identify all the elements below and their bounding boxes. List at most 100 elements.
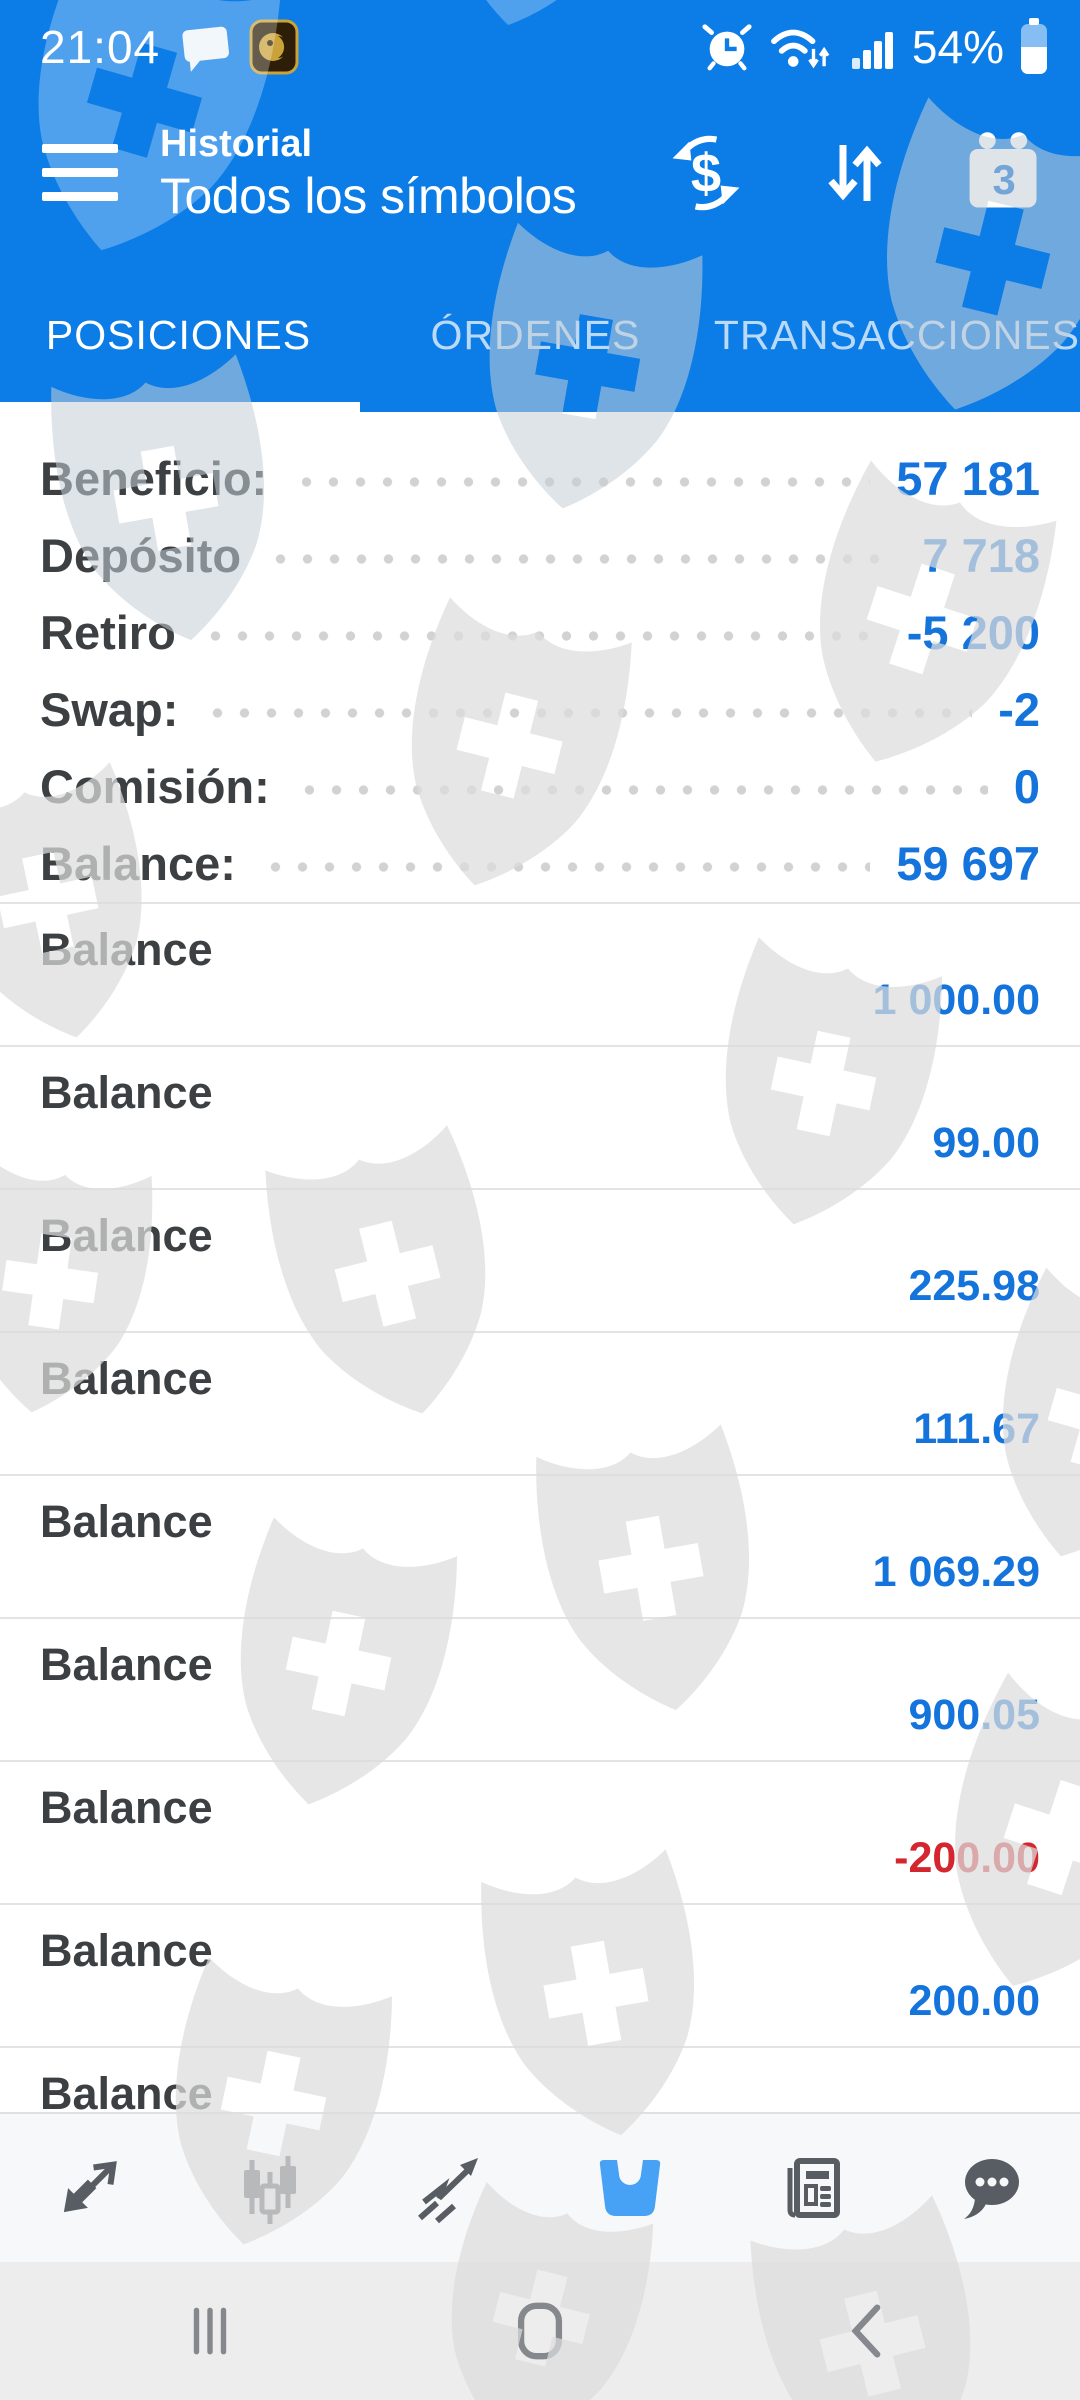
dotted-leader — [204, 707, 973, 718]
quotes-toolbar-button[interactable] — [0, 2114, 180, 2262]
transaction-row[interactable]: Balance — [0, 2048, 1080, 2112]
charts-toolbar-button[interactable] — [180, 2114, 360, 2262]
svg-text:$: $ — [691, 143, 721, 204]
battery-percent-text: 54% — [911, 21, 1004, 73]
tab-órdenes[interactable]: ÓRDENES — [357, 258, 714, 412]
app-bar-actions: $ 3 — [658, 125, 1050, 221]
calendar-button[interactable]: 3 — [954, 125, 1050, 221]
message-notification-icon — [182, 26, 230, 72]
summary-label: Retiro — [40, 606, 176, 659]
summary-section: Beneficio: 57 181 Depósito 7 718 Retiro … — [0, 412, 1080, 904]
trade-toolbar-button[interactable] — [360, 2114, 540, 2262]
dotted-leader — [295, 784, 988, 795]
battery-icon — [1021, 18, 1047, 74]
wifi-icon — [770, 29, 830, 69]
tab-label: POSICIONES — [45, 311, 312, 358]
tab-bar: POSICIONES ÓRDENES TRANSACCIONES — [0, 258, 1080, 412]
home-button[interactable] — [485, 2276, 595, 2386]
quotes-icon — [63, 2161, 117, 2213]
summary-row: Retiro -5 200 — [40, 594, 1040, 671]
summary-row: Comisión: 0 — [40, 748, 1040, 825]
transaction-row[interactable]: Balance 111.67 — [0, 1333, 1080, 1476]
summary-label: Beneficio: — [40, 452, 268, 505]
summary-value: 57 181 — [896, 452, 1040, 505]
dotted-leader — [267, 553, 897, 564]
tab-posiciones[interactable]: POSICIONES — [0, 258, 357, 412]
dotted-leader — [201, 630, 881, 641]
title-block: Historial Todos los símbolos — [160, 123, 577, 224]
symbol-filter-label: Todos los símbolos — [160, 168, 577, 224]
tab-transacciones[interactable]: TRANSACCIONES — [714, 258, 1080, 412]
sort-button[interactable] — [806, 125, 902, 221]
trade-icon — [418, 2158, 478, 2224]
status-icons: 54% — [700, 18, 1050, 76]
history-content: Beneficio: 57 181 Depósito 7 718 Retiro … — [0, 412, 1080, 2112]
history-icon — [599, 2160, 661, 2216]
page-title: Historial — [160, 123, 313, 165]
transaction-type-label: Balance — [40, 1353, 213, 1404]
history-toolbar-button[interactable] — [540, 2114, 720, 2262]
app-notification-icon — [249, 19, 299, 75]
chat-icon — [964, 2159, 1019, 2219]
transaction-type-label: Balance — [40, 1782, 213, 1833]
summary-row: Balance: 59 697 — [40, 825, 1040, 902]
calendar-icon: 3 — [969, 132, 1037, 208]
transaction-row[interactable]: Balance 1 069.29 — [0, 1476, 1080, 1619]
news-icon — [787, 2158, 840, 2218]
transactions-list: Balance 1 000.00 Balance 99.00 Balance 2… — [0, 904, 1080, 2112]
transaction-row[interactable]: Balance 225.98 — [0, 1190, 1080, 1333]
transaction-row[interactable]: Balance 200.00 — [0, 1905, 1080, 2048]
sort-arrows-icon — [828, 145, 882, 201]
transaction-type-label: Balance — [40, 1925, 213, 1976]
transaction-amount: 900.05 — [908, 1691, 1040, 1739]
transaction-row[interactable]: Balance 900.05 — [0, 1619, 1080, 1762]
transaction-amount: -200.00 — [894, 1834, 1040, 1882]
transaction-type-label: Balance — [40, 924, 213, 975]
currency-exchange-icon: $ — [672, 135, 740, 211]
summary-label: Swap: — [40, 683, 179, 736]
alarm-icon — [702, 24, 752, 71]
app-bar: Historial Todos los símbolos $ — [0, 88, 1080, 258]
status-bar: 21:04 — [0, 0, 1080, 88]
notification-icons — [180, 18, 300, 76]
menu-button[interactable] — [38, 130, 124, 216]
transaction-type-label: Balance — [40, 2068, 213, 2112]
summary-label: Balance: — [40, 837, 236, 890]
hamburger-icon — [42, 144, 118, 201]
transaction-type-label: Balance — [40, 1639, 213, 1690]
chat-toolbar-button[interactable] — [900, 2114, 1080, 2262]
active-tab-indicator — [0, 402, 360, 412]
dotted-leader — [293, 476, 871, 487]
summary-value: 7 718 — [922, 529, 1040, 582]
transaction-type-label: Balance — [40, 1496, 213, 1547]
transaction-row[interactable]: Balance 1 000.00 — [0, 904, 1080, 1047]
signal-strength-icon — [851, 32, 893, 69]
summary-row: Swap: -2 — [40, 671, 1040, 748]
summary-value: 0 — [1013, 760, 1040, 813]
transaction-amount: 200.00 — [908, 1977, 1040, 2025]
bottom-toolbar — [0, 2112, 1080, 2262]
transaction-amount: 225.98 — [908, 1262, 1040, 1310]
transaction-row[interactable]: Balance -200.00 — [0, 1762, 1080, 1905]
dotted-leader — [261, 861, 871, 872]
currency-exchange-button[interactable]: $ — [658, 125, 754, 221]
calendar-badge-number: 3 — [992, 156, 1015, 203]
summary-value: -2 — [998, 683, 1040, 736]
back-button[interactable] — [815, 2276, 925, 2386]
transaction-amount: 99.00 — [932, 1119, 1040, 1167]
news-toolbar-button[interactable] — [720, 2114, 900, 2262]
transaction-row[interactable]: Balance 99.00 — [0, 1047, 1080, 1190]
back-icon — [851, 2304, 881, 2358]
transaction-type-label: Balance — [40, 1210, 213, 1261]
tab-label: ÓRDENES — [430, 311, 641, 358]
transaction-amount: 111.67 — [913, 1405, 1040, 1453]
charts-icon — [244, 2156, 296, 2224]
summary-label: Depósito — [40, 529, 242, 582]
summary-value: -5 200 — [906, 606, 1040, 659]
recents-button[interactable] — [155, 2276, 265, 2386]
transaction-amount: 1 069.29 — [872, 1548, 1040, 1596]
summary-label: Comisión: — [40, 760, 270, 813]
tab-label: TRANSACCIONES — [713, 311, 1080, 358]
summary-row: Depósito 7 718 — [40, 517, 1040, 594]
